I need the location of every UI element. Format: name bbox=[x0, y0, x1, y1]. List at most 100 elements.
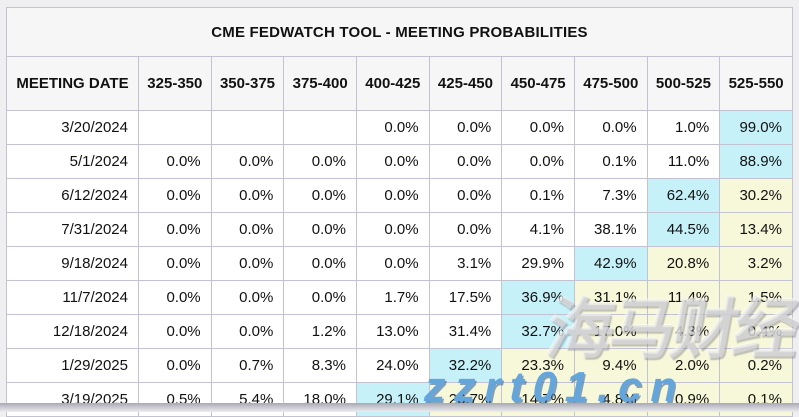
probability-cell: 0.0% bbox=[210, 212, 285, 247]
probability-cell: 1.2% bbox=[283, 314, 357, 349]
probability-cell: 11.0% bbox=[646, 144, 721, 179]
table-row: 9/18/2024 0.0% 0.0% 0.0% 0.0% 3.1% 29.9% 42.9% 2… bbox=[6, 246, 793, 281]
probability-cell: 20.8% bbox=[646, 246, 721, 281]
probability-cell: 62.4% bbox=[646, 178, 721, 213]
table-row: 5/1/2024 0.0% 0.0% 0.0% 0.0% 0.0% 0.0% 0.1% 11.0… bbox=[6, 144, 793, 179]
probability-table-body: 3/20/2024 0.0% 0.0% 0.0% 0.0% 1.0% 99.0% 5/1/20… bbox=[6, 110, 793, 417]
probability-cell: 11.4% bbox=[646, 280, 721, 315]
probability-cell: 0.0% bbox=[210, 144, 285, 179]
probability-cell: 31.4% bbox=[428, 314, 503, 349]
probability-cell: 1.0% bbox=[646, 110, 721, 145]
probability-cell: 0.0% bbox=[210, 246, 285, 281]
probability-cell: 38.1% bbox=[573, 212, 648, 247]
probability-cell: 0.0% bbox=[283, 280, 357, 315]
probability-cell: 4.1% bbox=[501, 212, 575, 247]
rate-range-column-header: 450-475 bbox=[501, 56, 575, 111]
probability-cell: 9.4% bbox=[573, 348, 648, 383]
probability-cell: 29.9% bbox=[501, 246, 575, 281]
probability-cell: 0.0% bbox=[501, 144, 575, 179]
probability-cell: 0.0% bbox=[428, 178, 503, 213]
meeting-date-cell: 1/29/2025 bbox=[6, 348, 139, 383]
probability-cell: 0.0% bbox=[138, 348, 212, 383]
meeting-date-cell: 6/12/2024 bbox=[6, 178, 139, 213]
probability-cell: 36.9% bbox=[501, 280, 575, 315]
probability-cell: 32.2% bbox=[428, 348, 503, 383]
table-row: 3/20/2024 0.0% 0.0% 0.0% 0.0% 1.0% 99.0% bbox=[6, 110, 793, 145]
probability-cell: 0.0% bbox=[355, 144, 430, 179]
table-bottom-shadow bbox=[0, 403, 799, 412]
probability-cell: 1.5% bbox=[719, 280, 793, 315]
probability-cell: 4.3% bbox=[646, 314, 721, 349]
probability-cell: 0.0% bbox=[138, 314, 212, 349]
probability-cell: 2.0% bbox=[646, 348, 721, 383]
probability-cell: 0.0% bbox=[138, 212, 212, 247]
fedwatch-probability-table: CME FEDWATCH TOOL - MEETING PROBABILITIE… bbox=[6, 7, 793, 417]
probability-cell: 0.0% bbox=[210, 178, 285, 213]
probability-cell: 8.3% bbox=[283, 348, 357, 383]
probability-cell: 0.0% bbox=[355, 110, 430, 145]
probability-cell: 0.4% bbox=[719, 314, 793, 349]
meeting-date-cell: 9/18/2024 bbox=[6, 246, 139, 281]
meeting-date-cell: 7/31/2024 bbox=[6, 212, 139, 247]
probability-cell: 13.0% bbox=[355, 314, 430, 349]
probability-cell: 0.0% bbox=[428, 212, 503, 247]
probability-cell: 0.0% bbox=[428, 144, 503, 179]
table-row: 6/12/2024 0.0% 0.0% 0.0% 0.0% 0.0% 0.1% 7.3% 62.… bbox=[6, 178, 793, 213]
probability-cell: 3.2% bbox=[719, 246, 793, 281]
probability-cell: 42.9% bbox=[573, 246, 648, 281]
rate-range-column-header: 475-500 bbox=[573, 56, 648, 111]
meeting-date-cell: 3/20/2024 bbox=[6, 110, 139, 145]
probability-cell: 0.0% bbox=[210, 280, 285, 315]
probability-cell: 88.9% bbox=[719, 144, 793, 179]
title-row: CME FEDWATCH TOOL - MEETING PROBABILITIE… bbox=[6, 7, 793, 57]
probability-cell: 0.0% bbox=[355, 178, 430, 213]
meeting-date-column-header: MEETING DATE bbox=[6, 56, 139, 111]
probability-cell: 32.7% bbox=[501, 314, 575, 349]
probability-cell: 31.1% bbox=[573, 280, 648, 315]
probability-cell: 0.0% bbox=[283, 144, 357, 179]
probability-cell: 0.2% bbox=[719, 348, 793, 383]
probability-cell bbox=[283, 110, 357, 145]
table-row: 7/31/2024 0.0% 0.0% 0.0% 0.0% 0.0% 4.1% 38.1% 44… bbox=[6, 212, 793, 247]
probability-cell: 99.0% bbox=[719, 110, 793, 145]
probability-cell: 3.1% bbox=[428, 246, 503, 281]
rate-range-column-header: 400-425 bbox=[355, 56, 430, 111]
header-row: MEETING DATE 325-350 350-375 375-400 400-425… bbox=[6, 56, 793, 111]
probability-cell: 0.0% bbox=[501, 110, 575, 145]
probability-cell: 30.2% bbox=[719, 178, 793, 213]
table-row: 1/29/2025 0.0% 0.7% 8.3% 24.0% 32.2% 23.3% 9.4%… bbox=[6, 348, 793, 383]
table-title: CME FEDWATCH TOOL - MEETING PROBABILITIE… bbox=[6, 7, 793, 57]
rate-range-column-header: 425-450 bbox=[428, 56, 503, 111]
probability-cell: 44.5% bbox=[646, 212, 721, 247]
probability-cell: 0.0% bbox=[283, 178, 357, 213]
probability-cell: 0.0% bbox=[355, 246, 430, 281]
probability-cell: 0.0% bbox=[138, 144, 212, 179]
meeting-date-cell: 12/18/2024 bbox=[6, 314, 139, 349]
rate-range-column-header: 500-525 bbox=[646, 56, 721, 111]
rate-range-column-header: 525-550 bbox=[719, 56, 793, 111]
probability-cell: 0.0% bbox=[283, 246, 357, 281]
meeting-date-cell: 5/1/2024 bbox=[6, 144, 139, 179]
probability-cell: 1.7% bbox=[355, 280, 430, 315]
probability-cell: 13.4% bbox=[719, 212, 793, 247]
probability-cell: 0.0% bbox=[138, 246, 212, 281]
probability-cell: 0.7% bbox=[210, 348, 285, 383]
probability-cell: 0.0% bbox=[138, 280, 212, 315]
table-row: 12/18/2024 0.0% 0.0% 1.2% 13.0% 31.4% 32.7% 17.… bbox=[6, 314, 793, 349]
probability-cell: 0.0% bbox=[355, 212, 430, 247]
rate-range-column-header: 325-350 bbox=[138, 56, 212, 111]
probability-cell: 0.0% bbox=[210, 314, 285, 349]
probability-cell: 0.1% bbox=[501, 178, 575, 213]
probability-cell: 17.0% bbox=[573, 314, 648, 349]
rate-range-column-header: 375-400 bbox=[283, 56, 357, 111]
probability-cell: 0.0% bbox=[428, 110, 503, 145]
probability-cell: 7.3% bbox=[573, 178, 648, 213]
meeting-date-cell: 11/7/2024 bbox=[6, 280, 139, 315]
probability-cell bbox=[138, 110, 212, 145]
probability-cell: 0.0% bbox=[573, 110, 648, 145]
probability-cell: 0.0% bbox=[283, 212, 357, 247]
rate-range-column-header: 350-375 bbox=[210, 56, 285, 111]
probability-cell: 0.1% bbox=[573, 144, 648, 179]
probability-cell: 23.3% bbox=[501, 348, 575, 383]
probability-cell bbox=[210, 110, 285, 145]
